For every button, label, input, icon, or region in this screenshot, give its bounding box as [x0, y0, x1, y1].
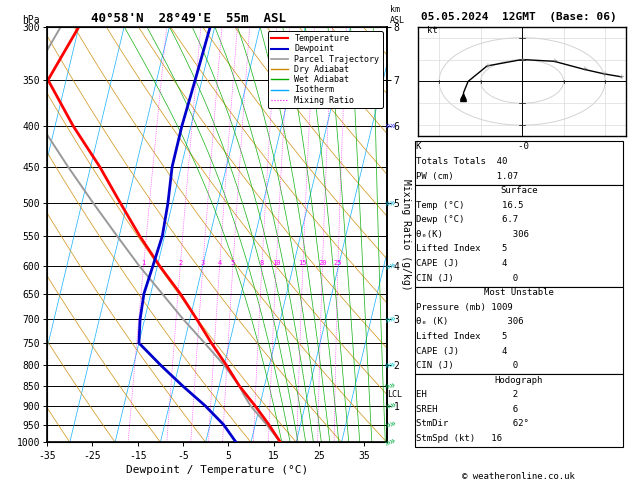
Y-axis label: Mixing Ratio (g/kg): Mixing Ratio (g/kg)	[401, 179, 411, 290]
Text: CAPE (J)        4: CAPE (J) 4	[416, 259, 508, 268]
Text: 5: 5	[231, 260, 235, 266]
Text: Lifted Index    5: Lifted Index 5	[416, 244, 508, 254]
Text: PW (cm)        1.07: PW (cm) 1.07	[416, 172, 518, 181]
Text: Temp (°C)       16.5: Temp (°C) 16.5	[416, 201, 524, 210]
Text: 15: 15	[299, 260, 307, 266]
Text: CIN (J)           0: CIN (J) 0	[416, 274, 518, 283]
Text: Surface: Surface	[500, 186, 538, 195]
Text: hPa: hPa	[21, 15, 40, 25]
Text: CIN (J)           0: CIN (J) 0	[416, 361, 518, 370]
Text: SREH              6: SREH 6	[416, 405, 518, 414]
Text: »»: »»	[383, 380, 397, 392]
Text: LCL: LCL	[387, 390, 403, 399]
Text: K                  -0: K -0	[416, 142, 529, 152]
Text: StmSpd (kt)   16: StmSpd (kt) 16	[416, 434, 503, 443]
Text: StmDir            62°: StmDir 62°	[416, 419, 529, 429]
Text: 4: 4	[218, 260, 222, 266]
Text: 20: 20	[318, 260, 326, 266]
Text: 3: 3	[201, 260, 205, 266]
Text: +: +	[551, 58, 557, 64]
Text: kt: kt	[426, 26, 437, 35]
Text: θₑ(K)             306: θₑ(K) 306	[416, 230, 529, 239]
Text: Most Unstable: Most Unstable	[484, 288, 554, 297]
Text: 1: 1	[142, 260, 146, 266]
Text: +: +	[618, 74, 624, 80]
Text: © weatheronline.co.uk: © weatheronline.co.uk	[462, 472, 576, 481]
Text: »»: »»	[383, 418, 397, 431]
Text: +: +	[601, 71, 607, 77]
Text: »»: »»	[383, 260, 397, 273]
Text: +: +	[582, 67, 587, 72]
Text: »»: »»	[383, 435, 397, 449]
Legend: Temperature, Dewpoint, Parcel Trajectory, Dry Adiabat, Wet Adiabat, Isotherm, Mi: Temperature, Dewpoint, Parcel Trajectory…	[268, 31, 382, 108]
Text: »»: »»	[383, 313, 397, 326]
Text: 05.05.2024  12GMT  (Base: 06): 05.05.2024 12GMT (Base: 06)	[421, 12, 617, 22]
Text: »»: »»	[384, 197, 396, 208]
Text: 25: 25	[334, 260, 342, 266]
Text: Totals Totals  40: Totals Totals 40	[416, 157, 508, 166]
Text: θₑ (K)           306: θₑ (K) 306	[416, 317, 524, 327]
Text: »»: »»	[384, 121, 396, 131]
Text: 2: 2	[178, 260, 182, 266]
Text: +: +	[484, 63, 490, 69]
Text: Hodograph: Hodograph	[495, 376, 543, 385]
Text: km
ASL: km ASL	[390, 5, 405, 25]
Text: Dewp (°C)       6.7: Dewp (°C) 6.7	[416, 215, 518, 225]
Text: 10: 10	[272, 260, 281, 266]
Text: »»: »»	[384, 360, 396, 371]
Text: Pressure (mb) 1009: Pressure (mb) 1009	[416, 303, 513, 312]
Text: EH                2: EH 2	[416, 390, 518, 399]
Text: +: +	[519, 56, 525, 63]
Text: CAPE (J)        4: CAPE (J) 4	[416, 347, 508, 356]
Text: »»: »»	[383, 400, 397, 412]
Text: Lifted Index    5: Lifted Index 5	[416, 332, 508, 341]
X-axis label: Dewpoint / Temperature (°C): Dewpoint / Temperature (°C)	[126, 466, 308, 475]
Text: 8: 8	[260, 260, 264, 266]
Text: 40°58'N  28°49'E  55m  ASL: 40°58'N 28°49'E 55m ASL	[91, 12, 286, 25]
